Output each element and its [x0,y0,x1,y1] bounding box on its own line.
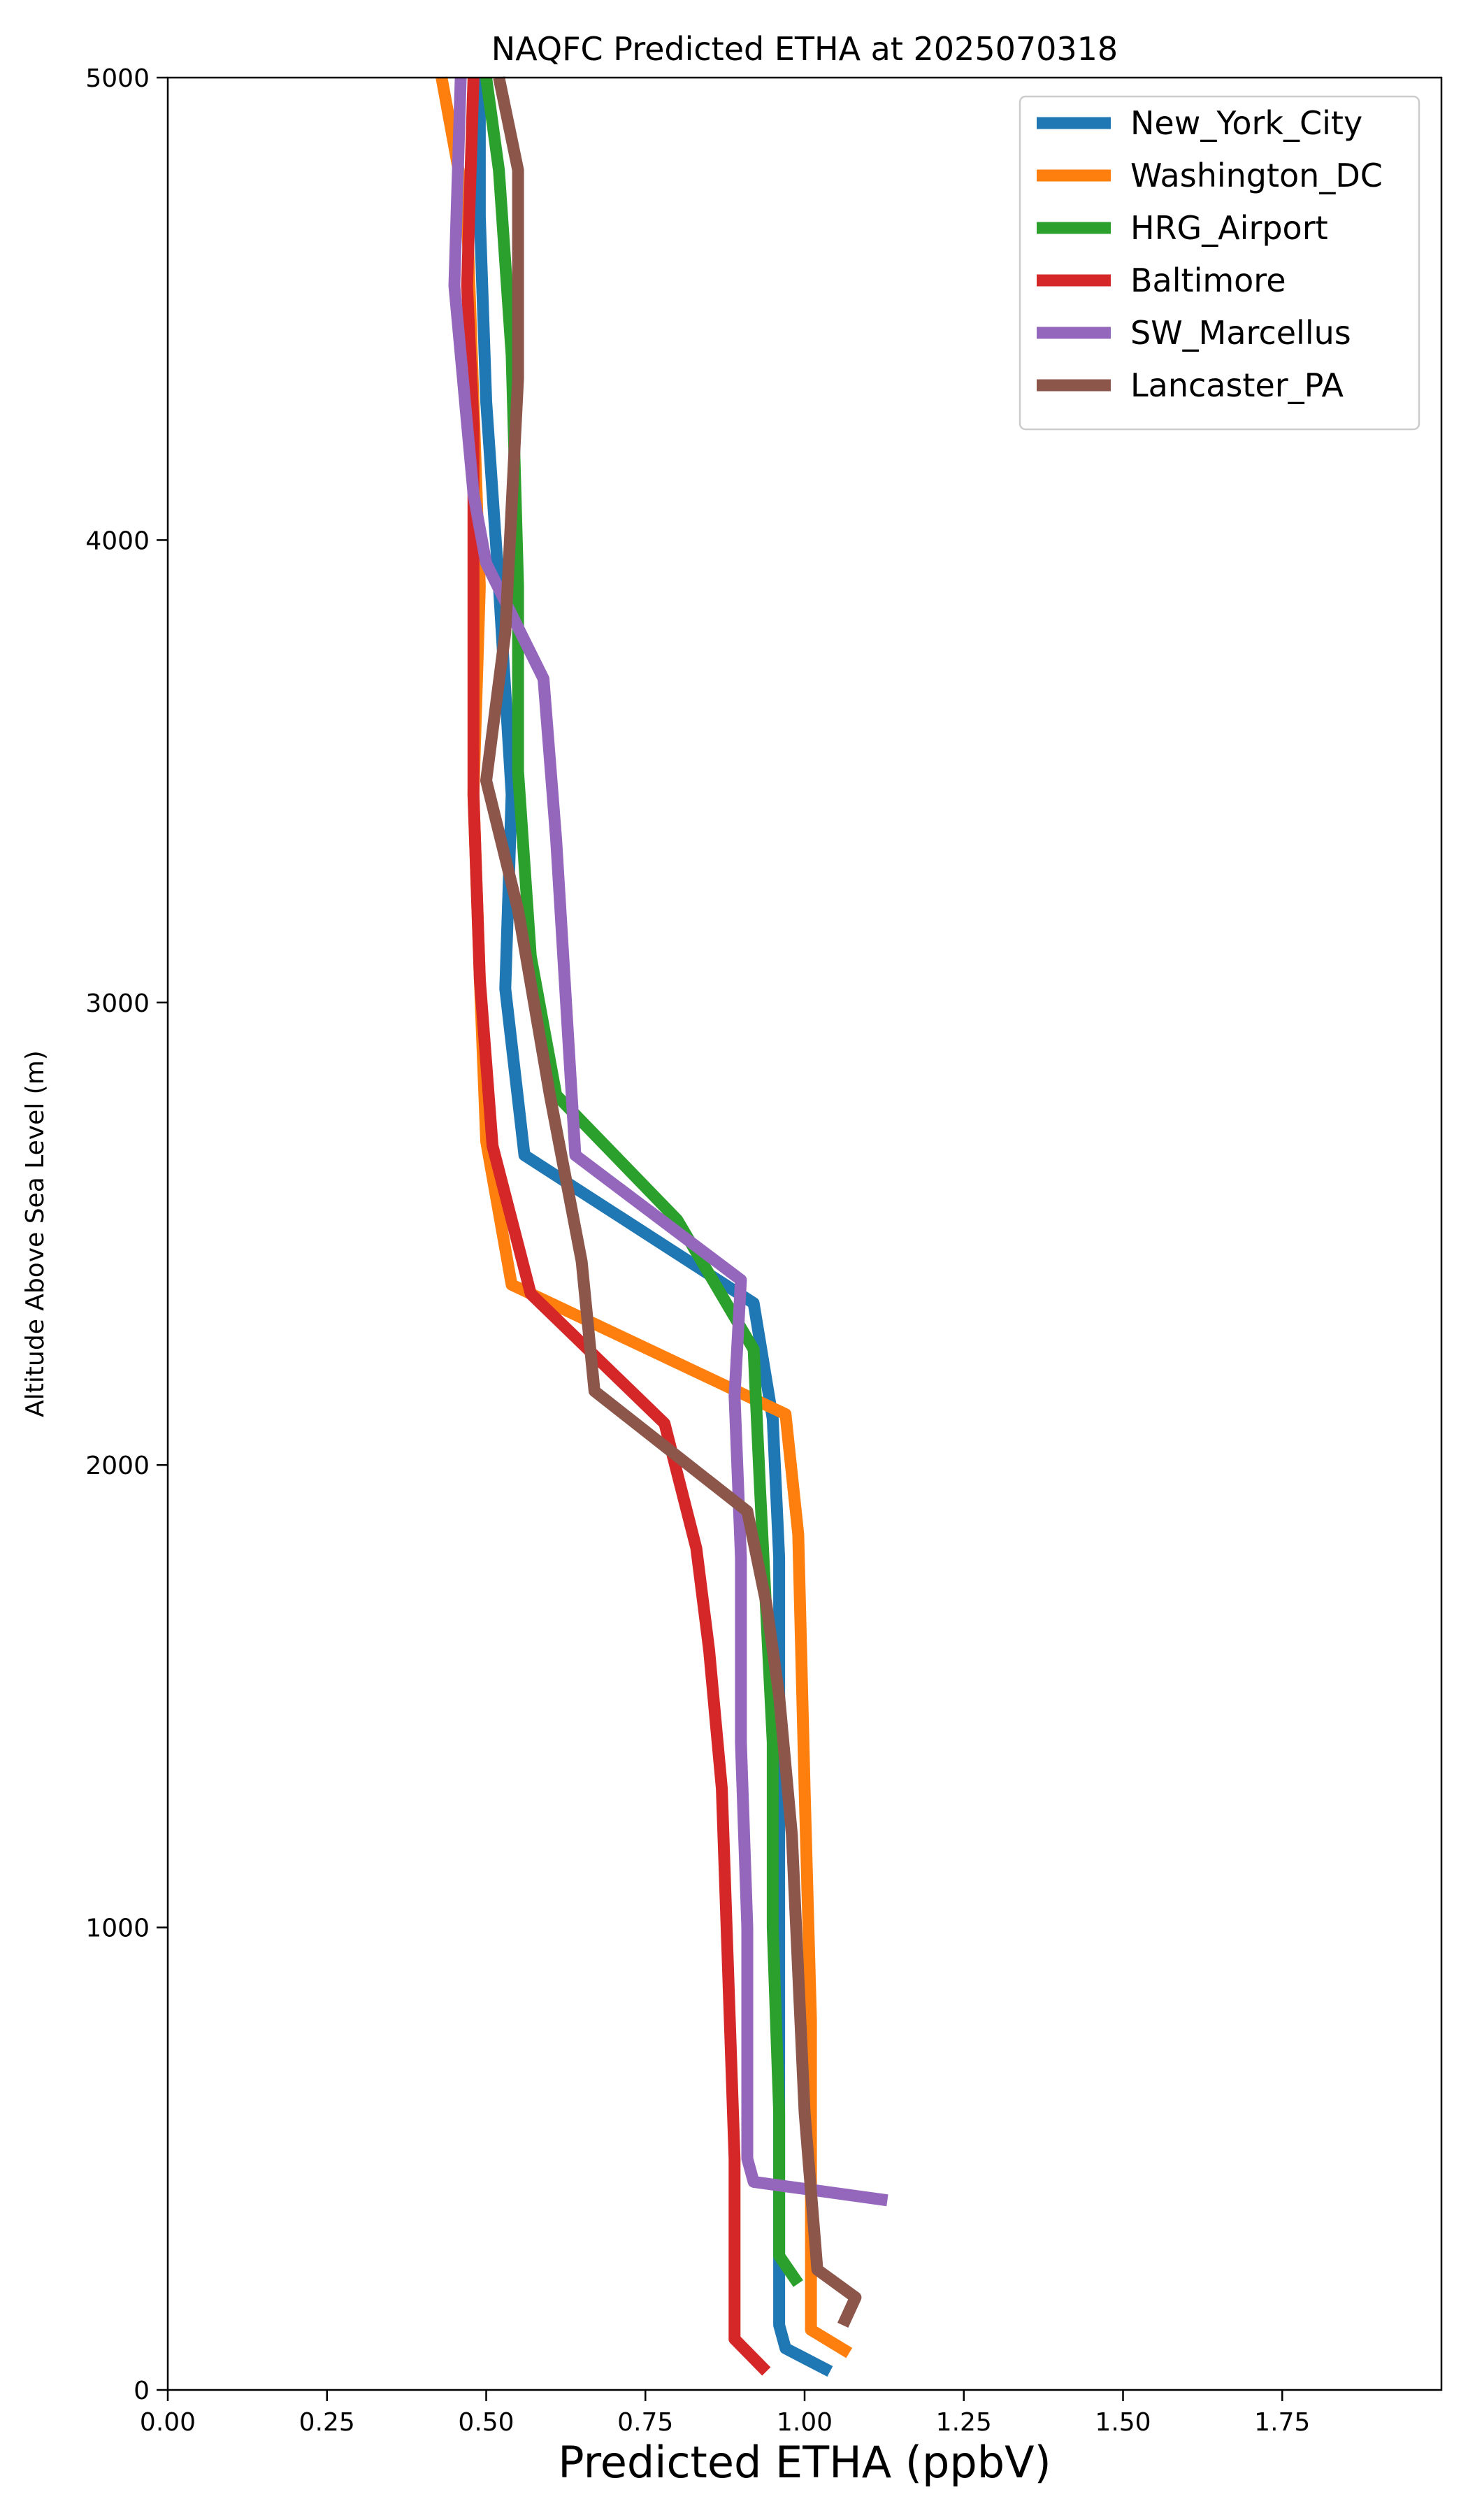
legend-label: New_York_City [1130,104,1362,142]
y-axis-ticks: 0 1000 2000 3000 4000 5000 [85,64,168,2405]
legend-entry: Lancaster_PA [1037,366,1344,404]
x-axis-label: Predicted ETHA (ppbV) [558,2437,1051,2488]
legend-entry: New_York_City [1037,104,1362,142]
x-tick-label: 0.50 [458,2408,514,2437]
x-tick-label: 1.50 [1095,2408,1151,2437]
x-tick-label: 0.25 [299,2408,355,2437]
y-tick-label: 3000 [85,989,150,1018]
legend-label: Lancaster_PA [1130,366,1344,404]
legend-label: HRG_Airport [1130,209,1328,247]
series-layer [436,76,888,2377]
x-axis-ticks: 0.00 0.25 0.50 0.75 1.00 1.25 1.50 1.75 [140,2390,1310,2437]
series-line-lancaster-pa [480,76,862,2328]
y-tick-label: 1000 [85,1914,150,1943]
chart-title: NAQFC Predicted ETHA at 2025070318 [491,30,1118,68]
series-line-baltimore [461,77,771,2376]
series-line-new-york-city [473,78,833,2377]
legend-label: Washington_DC [1130,157,1383,194]
y-axis-label: Altitude Above Sea Level (m) [21,1050,50,1417]
y-tick-label: 4000 [85,527,150,555]
x-tick-label: 0.00 [140,2408,196,2437]
legend-entry: SW_Marcellus [1037,314,1351,352]
legend-entry: Washington_DC [1037,157,1383,194]
x-tick-label: 1.25 [936,2408,992,2437]
legend-label: Baltimore [1130,262,1286,299]
series-line-sw-marcellus [448,77,888,2207]
x-tick-label: 0.75 [617,2408,673,2437]
legend-entry: Baltimore [1037,262,1286,299]
y-tick-label: 2000 [85,1452,150,1480]
legend-entry: HRG_Airport [1037,209,1328,247]
x-tick-label: 1.75 [1254,2408,1310,2437]
x-tick-label: 1.00 [777,2408,833,2437]
legend-label: SW_Marcellus [1130,314,1351,352]
y-tick-label: 0 [134,2377,150,2405]
legend: New_York_City Washington_DC HRG_Airport Bal… [1019,95,1420,431]
legend-box [1019,95,1420,431]
y-tick-label: 5000 [85,64,150,93]
